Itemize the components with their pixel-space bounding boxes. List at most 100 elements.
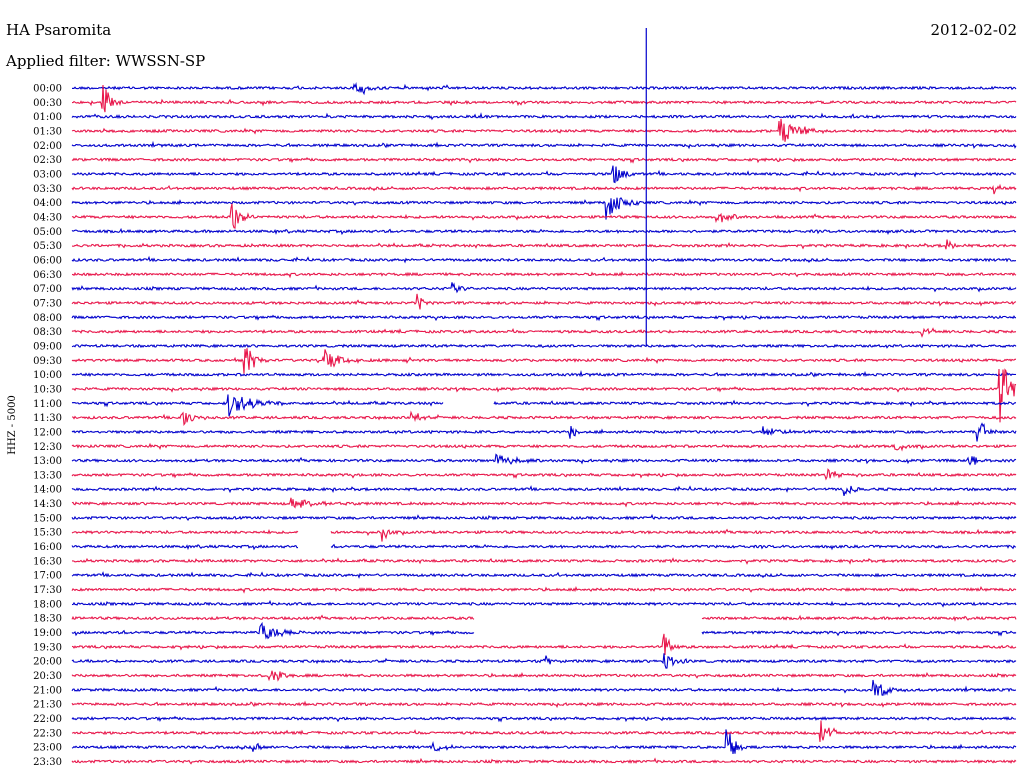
trace-line — [72, 557, 1017, 565]
time-tick-label: 19:00 — [33, 628, 62, 639]
time-tick-label: 10:00 — [33, 370, 62, 381]
trace-line — [71, 239, 1017, 250]
time-tick-label: 08:30 — [33, 327, 62, 338]
time-tick-label: 02:00 — [33, 141, 62, 152]
trace-line — [71, 422, 1017, 442]
time-tick-label: 19:30 — [33, 642, 62, 653]
trace-line — [71, 468, 1017, 481]
trace-line — [71, 82, 1017, 96]
station-title: HA Psaromita — [6, 21, 111, 39]
time-tick-label: 03:30 — [33, 184, 62, 195]
trace-line — [71, 653, 1017, 669]
trace-line — [71, 757, 1017, 765]
trace-line — [71, 165, 1017, 184]
time-tick-label: 05:30 — [33, 241, 62, 252]
trace-line — [72, 410, 1017, 426]
date-label: 2012-02-02 — [931, 21, 1017, 39]
trace-line — [71, 670, 1017, 682]
time-tick-label: 23:00 — [33, 743, 62, 754]
time-tick-label: 07:30 — [33, 298, 62, 309]
trace-line — [71, 140, 1017, 150]
time-tick-label: 22:30 — [33, 728, 62, 739]
time-tick-label: 00:00 — [33, 84, 62, 95]
time-tick-label: 13:30 — [33, 470, 62, 481]
trace-line — [71, 270, 1017, 279]
time-tick-label: 17:00 — [33, 571, 62, 582]
time-tick-label: 01:00 — [33, 112, 62, 123]
trace-line — [71, 327, 1017, 338]
trace-line — [71, 700, 1017, 709]
trace-line — [71, 112, 1017, 121]
trace-line — [71, 282, 1017, 294]
time-tick-label: 04:00 — [33, 198, 62, 209]
trace-line — [71, 157, 1017, 164]
time-tick-label: 15:00 — [33, 513, 62, 524]
time-tick-label: 20:00 — [33, 657, 62, 668]
time-tick-label: 16:00 — [33, 542, 62, 553]
time-tick-label: 03:00 — [33, 170, 62, 181]
time-tick-label: 10:30 — [33, 384, 62, 395]
trace-line — [71, 513, 1017, 521]
trace-line — [71, 571, 1017, 579]
trace-line — [71, 197, 1017, 220]
time-tick-label: 15:30 — [33, 528, 62, 539]
time-tick-label: 02:30 — [33, 155, 62, 166]
time-tick-label: 12:30 — [33, 442, 62, 453]
trace-line — [71, 343, 1017, 349]
trace-line — [71, 599, 1017, 608]
time-tick-label: 14:30 — [33, 499, 62, 510]
time-tick-label: 04:30 — [33, 213, 62, 224]
trace-line — [71, 227, 1017, 236]
trace-line — [71, 293, 1017, 310]
trace-line — [71, 621, 1017, 640]
trace-line — [71, 255, 1016, 264]
time-tick-label: 13:00 — [33, 456, 62, 467]
filter-label: Applied filter: WWSSN-SP — [5, 52, 205, 70]
trace-line — [71, 485, 1017, 497]
trace-line — [71, 394, 1017, 417]
trace-line — [71, 528, 1017, 542]
trace-line — [71, 614, 1017, 622]
trace-line — [71, 203, 1017, 229]
time-tick-label: 06:30 — [33, 270, 62, 281]
time-tick-label: 07:00 — [33, 284, 62, 295]
channel-label: HHZ - 5000 — [7, 395, 18, 455]
time-tick-label: 08:00 — [33, 313, 62, 324]
time-tick-labels: 00:00 00:30 01:00 01:30 02:00 02:30 03:00 03:30… — [33, 84, 62, 769]
time-tick-label: 14:00 — [33, 485, 62, 496]
time-tick-label: 16:30 — [33, 556, 62, 567]
trace-line — [71, 368, 1017, 423]
time-tick-label: 11:30 — [33, 413, 62, 424]
time-tick-label: 05:00 — [33, 227, 62, 238]
time-tick-label: 21:00 — [33, 685, 62, 696]
trace-line — [71, 543, 1017, 551]
time-tick-label: 22:00 — [33, 714, 62, 725]
trace-line — [71, 633, 1017, 656]
time-tick-label: 06:00 — [33, 256, 62, 267]
time-tick-label: 00:30 — [33, 98, 62, 109]
trace-line — [71, 720, 1017, 742]
time-tick-label: 23:30 — [33, 757, 62, 768]
trace-line — [71, 183, 1017, 195]
time-tick-label: 12:00 — [33, 427, 62, 438]
time-tick-label: 11:00 — [33, 399, 62, 410]
time-tick-label: 20:30 — [33, 671, 62, 682]
trace-line — [71, 497, 1017, 509]
time-tick-label: 09:30 — [33, 356, 62, 367]
time-tick-label: 18:30 — [33, 614, 62, 625]
seismic-traces — [71, 82, 1017, 765]
trace-line — [71, 679, 1017, 696]
time-tick-label: 21:30 — [33, 700, 62, 711]
trace-line — [71, 453, 1017, 466]
trace-line — [71, 715, 1016, 723]
trace-line — [71, 442, 1017, 452]
trace-line — [71, 370, 1017, 378]
trace-line — [71, 729, 1017, 754]
time-tick-label: 18:00 — [33, 599, 62, 610]
trace-line — [71, 118, 1017, 142]
time-tick-label: 09:00 — [33, 341, 62, 352]
trace-line — [71, 348, 1017, 374]
trace-line — [71, 586, 1017, 594]
time-tick-label: 17:30 — [33, 585, 62, 596]
